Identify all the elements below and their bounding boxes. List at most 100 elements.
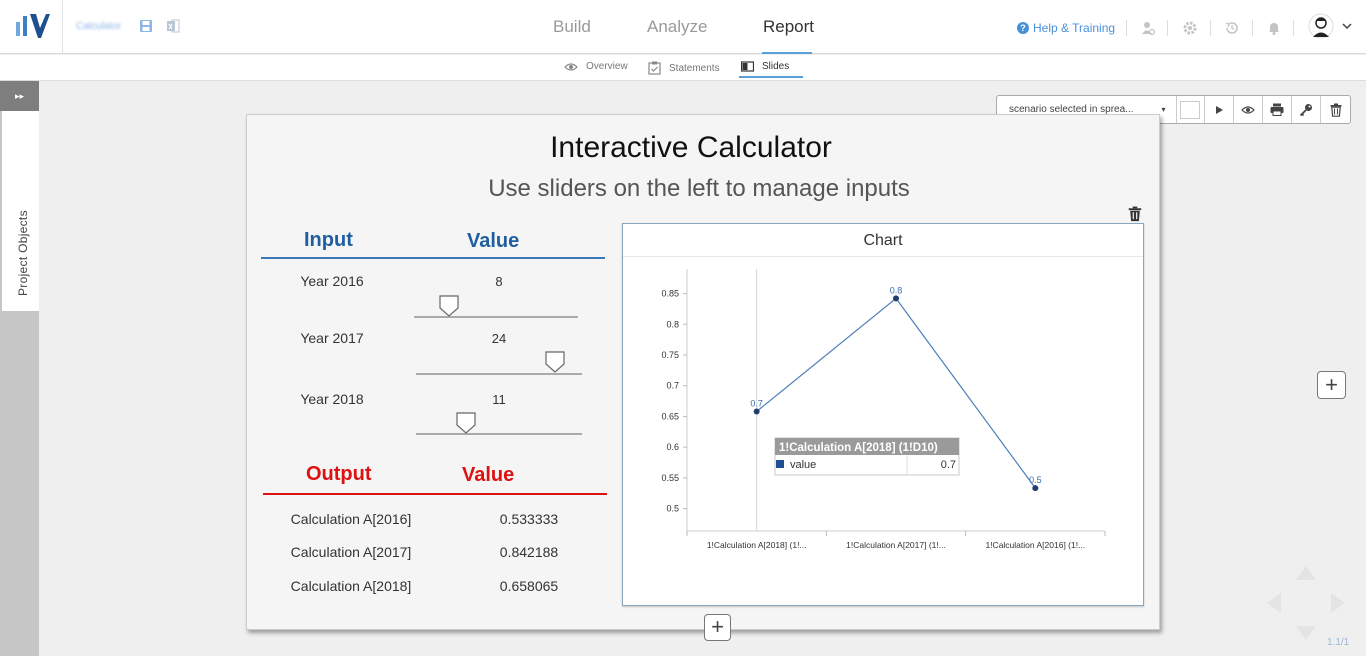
output-value: 0.533333 [499,511,559,527]
subtab-statements[interactable]: Statements [648,61,720,75]
slide-navigation-pad[interactable] [1267,566,1345,640]
data-point [1032,485,1039,492]
output-value-header: Value [462,464,515,486]
tab-report[interactable]: Report [763,17,815,36]
excel-export-icon[interactable] [166,19,180,33]
key-icon [1300,103,1313,116]
delete-chart-icon[interactable] [1128,206,1142,222]
tab-analyze[interactable]: Analyze [647,17,708,36]
tooltip-legend-swatch [776,460,784,468]
input-label: Year 2018 [300,391,364,407]
avatar[interactable] [1308,13,1334,39]
app-logo-icon[interactable] [14,12,50,40]
output-header: Output [306,463,372,485]
x-tick-label: 1!Calculation A[2018] (1!... [707,540,807,550]
nav-down-arrow [1296,626,1316,640]
eye-icon [1241,105,1256,114]
output-value: 0.658065 [499,578,559,594]
slider-thumb[interactable] [439,295,459,317]
y-tick-label: 0.8 [666,319,679,329]
output-label: Calculation A[2018] [290,578,412,594]
line-chart[interactable]: 0.5 0.55 0.6 0.65 0.7 0.75 0.8 0.85 1!Calculatio… [623,257,1143,605]
slider-track[interactable] [416,433,582,435]
input-value[interactable]: 24 [491,331,507,346]
y-tick-label: 0.6 [666,442,679,452]
help-training-link[interactable]: ? Help & Training [1017,21,1115,35]
project-name[interactable]: Calculator [76,21,122,32]
nav-up-arrow [1296,566,1316,580]
project-objects-label: Project Objects [16,210,30,296]
tooltip-header-bg [775,438,959,455]
output-label: Calculation A[2016] [290,511,412,527]
slider-thumb[interactable] [545,351,565,373]
report-subnav: Overview Statements Slides [0,55,1366,81]
scenario-value: scenario selected in sprea... [1009,104,1134,115]
subtab-slides[interactable]: Slides [741,61,789,72]
slider-thumb[interactable] [456,412,476,434]
slide-canvas[interactable]: Interactive Calculator Use sliders on th… [246,114,1160,630]
input-value[interactable]: 11 [492,392,506,407]
input-value-header: Value [467,230,520,252]
subtab-label: Overview [586,61,628,72]
input-value[interactable]: 8 [495,274,503,289]
play-icon [1216,105,1224,114]
save-icon[interactable] [139,19,153,33]
slide-subtitle[interactable]: Use sliders on the left to manage inputs [488,175,910,202]
y-tick-label: 0.65 [661,411,679,421]
tooltip-title: 1!Calculation A[2018] (1!D10) [779,442,938,454]
play-button[interactable] [1205,96,1235,123]
divider [1167,20,1168,36]
output-label: Calculation A[2017] [290,544,412,560]
slides-icon [741,61,754,72]
bell-icon[interactable] [1266,20,1282,36]
help-icon: ? [1017,22,1029,34]
history-icon[interactable] [1224,20,1240,36]
tooltip-row-bg [776,456,906,473]
input-header: Input [304,229,353,251]
preview-button[interactable] [1234,96,1264,123]
divider [1126,20,1127,36]
data-label: 0.8 [890,285,903,295]
chart-widget[interactable]: Chart 0.5 0.55 0.6 0.65 0.7 0.75 0.8 0.85 1!Calc… [622,223,1144,606]
subtab-label: Slides [762,61,790,72]
chevron-down-icon[interactable] [1341,21,1353,31]
user-settings-icon[interactable] [1140,20,1156,36]
data-label: 0.7 [750,398,763,408]
tab-build[interactable]: Build [553,17,591,36]
expand-sidebar-button[interactable]: ▸▸ [0,81,39,111]
scenario-select[interactable]: scenario selected in sprea... ▾ [997,96,1177,123]
data-label: 0.5 [1029,475,1042,485]
subtab-overview[interactable]: Overview [564,61,628,72]
chart-title: Chart [623,224,1143,257]
color-swatch [1180,100,1201,119]
add-slide-button[interactable]: + [704,614,731,641]
gear-icon[interactable] [1182,20,1198,36]
input-label: Year 2016 [300,273,364,289]
help-label: Help & Training [1033,21,1116,35]
slide-title[interactable]: Interactive Calculator [550,131,832,164]
clipboard-icon [648,61,661,75]
top-bar: Calculator Build Analyze Report ? Help &… [0,0,1366,54]
y-tick-label: 0.85 [661,289,679,299]
color-box-button[interactable] [1177,96,1206,123]
project-objects-tab[interactable] [2,111,39,311]
divider [1252,20,1253,36]
slide-toolbar: scenario selected in sprea... ▾ [996,95,1351,124]
delete-slide-button[interactable] [1321,96,1350,123]
output-header-rule [263,493,607,495]
y-tick-label: 0.7 [666,381,679,391]
y-tick-label: 0.75 [661,350,679,360]
tooltip-series-name: value [790,459,816,471]
print-button[interactable] [1263,96,1293,123]
divider [1210,20,1211,36]
y-tick-label: 0.5 [666,504,679,514]
nav-left-arrow [1267,593,1281,613]
tooltip-value: 0.7 [941,459,956,471]
slider-track[interactable] [414,316,578,318]
y-tick-label: 0.55 [661,473,679,483]
slider-track[interactable] [416,373,582,375]
key-button[interactable] [1292,96,1322,123]
add-column-button[interactable]: + [1317,371,1346,399]
x-tick-label: 1!Calculation A[2016] (1!... [985,540,1085,550]
trash-icon [1330,103,1342,117]
